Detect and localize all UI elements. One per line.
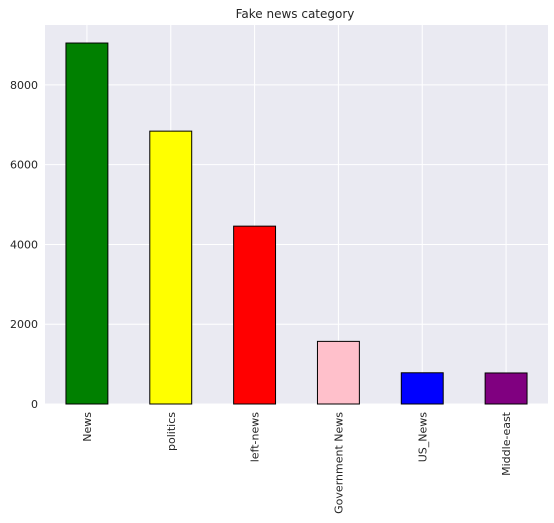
x-axis-tick-labels: News politics left-news Government News US_N… xyxy=(81,411,513,514)
y-tick-label: 4000 xyxy=(10,238,38,251)
y-tick-label: 0 xyxy=(31,398,38,411)
y-tick-label: 8000 xyxy=(10,79,38,92)
y-gridlines xyxy=(45,84,548,405)
chart-title: Fake news category xyxy=(236,7,355,21)
x-tick-label: politics xyxy=(165,412,178,451)
plot-area xyxy=(45,25,548,404)
bar-politics xyxy=(149,130,193,405)
x-tick-label: left-news xyxy=(249,412,262,463)
bars xyxy=(65,42,528,405)
x-tick-label: US_News xyxy=(416,412,429,463)
bar-left-news xyxy=(233,225,277,405)
x-tick-label: Government News xyxy=(332,412,345,514)
bar-middle-east xyxy=(484,372,528,405)
y-axis-tick-labels: 0 2000 4000 6000 8000 xyxy=(10,79,38,411)
bar-us-news xyxy=(400,372,444,405)
bar-government-news xyxy=(316,340,360,405)
x-tick-label: News xyxy=(81,412,94,442)
x-tick-label: Middle-east xyxy=(500,411,513,476)
bar-news xyxy=(65,42,109,405)
y-tick-label: 2000 xyxy=(10,318,38,331)
y-tick-label: 6000 xyxy=(10,159,38,172)
